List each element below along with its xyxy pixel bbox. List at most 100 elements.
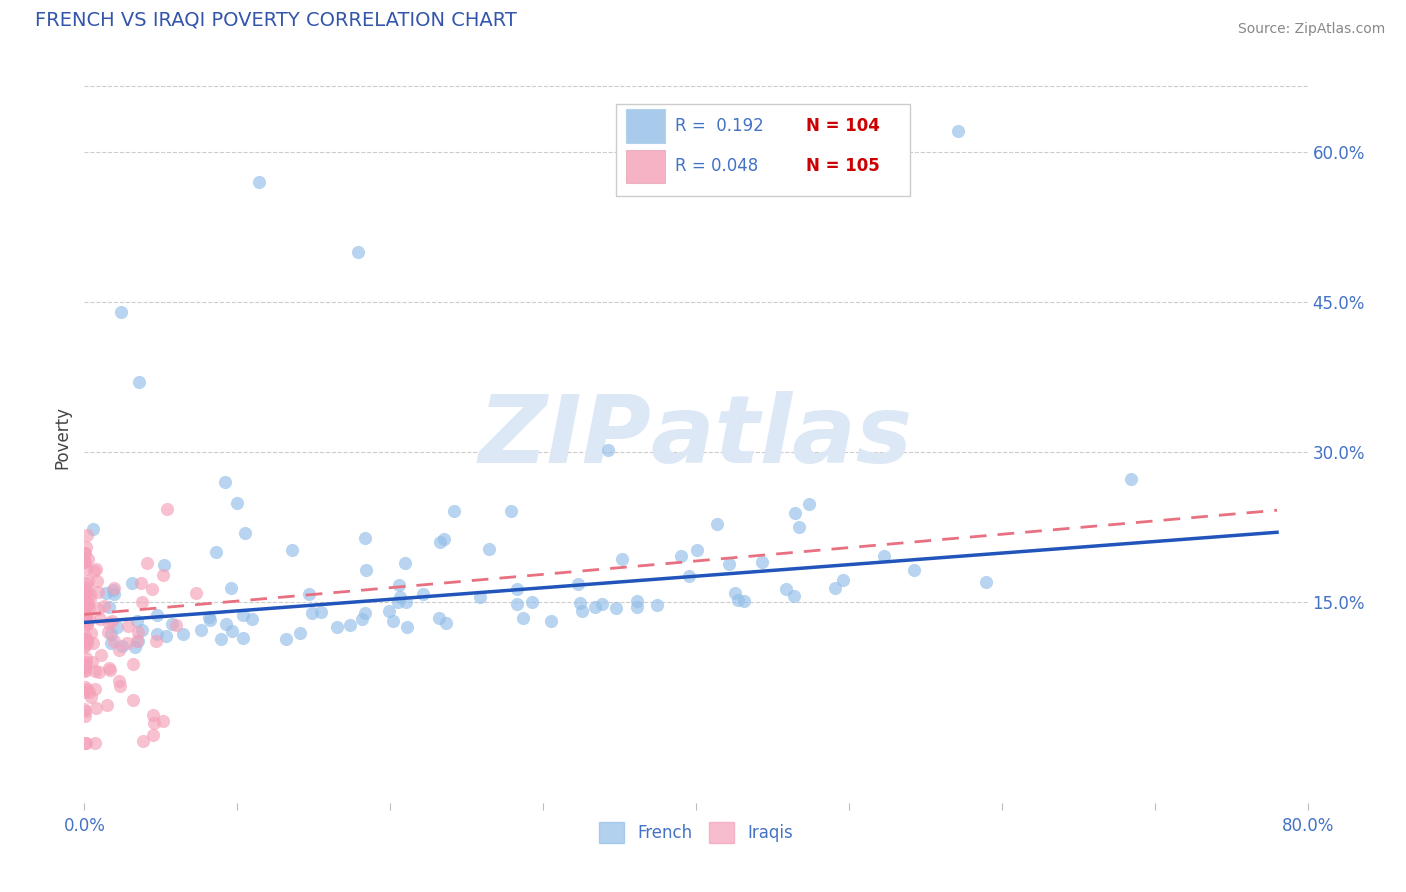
Point [309,605,332,619]
Point [797,497,820,511]
FancyBboxPatch shape [626,110,665,143]
Point [73,665,96,679]
Point [103,634,125,648]
Point [135,556,157,570]
Point [100,614,122,628]
Text: ZIP​atlas: ZIP​atlas [479,391,912,483]
Point [142,707,165,722]
Point [121,657,143,671]
Point [903,563,925,577]
Point [73,701,96,715]
Point [468,590,491,604]
Point [281,542,304,557]
Point [96,698,118,713]
Point [142,728,165,742]
Point [128,375,150,389]
Point [783,589,806,603]
Point [103,581,125,595]
Point [76,633,98,648]
Point [100,627,122,641]
Point [76,681,98,696]
Point [678,569,700,583]
Point [152,714,174,728]
Point [79,591,101,606]
Point [73,546,96,560]
Point [75,562,97,576]
Point [121,576,143,591]
Point [110,305,132,319]
Point [626,594,648,608]
Point [75,575,97,590]
Point [73,601,96,615]
Point [596,442,619,457]
Point [75,613,97,627]
Point [215,616,238,631]
Point [107,643,129,657]
Point [73,684,96,698]
Point [131,623,153,637]
Point [571,604,593,618]
Point [198,610,221,624]
Text: N = 104: N = 104 [806,117,880,136]
Point [90,648,112,662]
Point [84,736,107,750]
Point [132,734,155,748]
Point [288,626,311,640]
Point [671,549,693,563]
Point [298,587,321,601]
Point [214,475,236,489]
Point [727,593,749,607]
Legend: French, Iraqis: French, Iraqis [592,815,800,849]
Point [127,634,149,648]
Point [75,736,97,750]
Point [108,673,131,688]
Point [221,624,243,639]
Point [75,650,97,665]
Point [75,608,97,623]
Point [347,244,370,259]
Point [873,549,896,563]
Point [115,636,138,650]
Point [153,558,176,572]
Point [706,517,728,532]
Point [131,595,153,609]
Point [94,586,117,600]
Point [276,632,298,647]
Text: N = 105: N = 105 [806,158,880,176]
Point [105,620,128,634]
Point [610,552,633,566]
Point [301,607,323,621]
Point [751,555,773,569]
Point [127,624,149,639]
Point [111,640,134,654]
Point [146,608,169,623]
Point [75,663,97,677]
Point [219,581,242,595]
Point [76,636,98,650]
Point [152,568,174,582]
Point [84,701,107,715]
Point [605,601,627,615]
Point [75,655,97,669]
Point [165,617,187,632]
Point [82,522,104,536]
Point [155,629,177,643]
Point [143,716,166,731]
Point [129,576,152,591]
Point [98,663,121,677]
Point [190,623,212,637]
Point [79,586,101,600]
Point [100,635,122,649]
Point [505,582,527,596]
Point [974,575,997,590]
Point [108,679,131,693]
Point [394,556,416,570]
Point [75,610,97,624]
Point [84,562,107,576]
Point [568,596,591,610]
Point [247,175,270,189]
Point [567,576,589,591]
Point [242,612,264,626]
Point [89,611,111,625]
Point [73,614,96,628]
